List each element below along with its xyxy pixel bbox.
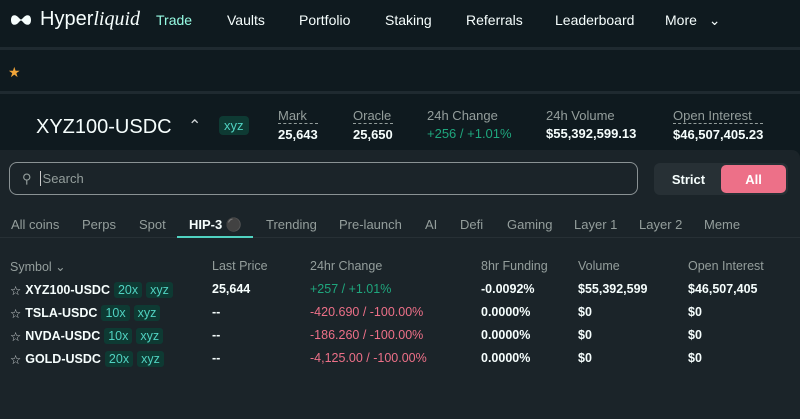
24hr-change: -186.260 / -100.00% <box>310 328 424 342</box>
divider <box>0 47 800 50</box>
tab-trending[interactable]: Trending <box>266 217 317 232</box>
match-toggle: Strict All <box>654 163 788 195</box>
strict-button[interactable]: Strict <box>671 171 706 187</box>
open-interest: $0 <box>688 328 702 342</box>
tab-pre-launch[interactable]: Pre-launch <box>339 217 402 232</box>
symbol-name: XYZ100-USDC <box>25 283 110 297</box>
leverage-badge: 10x <box>101 305 130 321</box>
24hr-change: -420.690 / -100.00% <box>310 305 424 319</box>
divider <box>0 91 800 94</box>
star-icon[interactable]: ☆ <box>10 306 22 321</box>
tab-perps[interactable]: Perps <box>82 217 116 232</box>
volume: $55,392,599 <box>578 282 648 296</box>
dex-badge: xyz <box>136 328 164 344</box>
all-button[interactable]: All <box>721 165 786 193</box>
leverage-badge: 10x <box>104 328 133 344</box>
funding: 0.0000% <box>481 305 531 319</box>
header-last-price[interactable]: Last Price <box>212 259 268 273</box>
symbol-name: GOLD-USDC <box>25 352 101 366</box>
header-open-interest[interactable]: Open Interest <box>688 259 764 273</box>
logo[interactable]: Hyperliquid <box>9 8 140 31</box>
dex-badge: xyz <box>133 305 161 321</box>
symbol-cell: ☆ NVDA-USDC 10x xyz <box>10 328 164 344</box>
volume: $0 <box>578 351 592 365</box>
symbol-name: TSLA-USDC <box>25 306 98 320</box>
tab-layer-2[interactable]: Layer 2 <box>639 217 683 232</box>
open-interest: $0 <box>688 351 702 365</box>
symbol-name: NVDA-USDC <box>25 329 101 343</box>
symbol-cell: ☆ GOLD-USDC 20x xyz <box>10 351 164 367</box>
funding: 0.0000% <box>481 328 531 342</box>
search-box[interactable]: ⚲ <box>9 162 638 195</box>
volume: $0 <box>578 305 592 319</box>
market-selector-panel: ⚲ Strict All All coins Perps Spot HIP-3 … <box>0 150 800 419</box>
header-8hr-funding[interactable]: 8hr Funding <box>481 259 548 273</box>
top-nav: Hyperliquid Trade Vaults Portfolio Staki… <box>0 0 800 46</box>
nav-referrals[interactable]: Referrals <box>466 12 523 28</box>
last-price: -- <box>212 305 221 319</box>
tab-spot[interactable]: Spot <box>139 217 166 232</box>
leverage-badge: 20x <box>104 351 134 367</box>
tab-gaming[interactable]: Gaming <box>507 217 553 232</box>
star-icon[interactable]: ☆ <box>10 283 22 298</box>
tab-all-coins[interactable]: All coins <box>11 217 60 232</box>
stat-oracle: Oracle 25,650 <box>353 108 393 142</box>
nav-trade[interactable]: Trade <box>156 12 193 28</box>
last-price: -- <box>212 351 221 365</box>
chevron-down-icon: ⌄ <box>55 260 66 274</box>
last-price: 25,644 <box>212 282 251 296</box>
leverage-badge: 20x <box>113 282 143 298</box>
hyperliquid-logo-icon: ⚫ <box>225 217 243 232</box>
dex-badge: xyz <box>146 282 173 298</box>
stat-open-interest: Open Interest $46,507,405.23 <box>673 108 764 142</box>
nav-portfolio[interactable]: Portfolio <box>299 12 351 28</box>
24hr-change: -4,125.00 / -100.00% <box>310 351 427 365</box>
24hr-change: +257 / +1.01% <box>310 282 392 296</box>
favorites-star-icon[interactable]: ★ <box>8 64 21 80</box>
tab-hip-3[interactable]: HIP-3 ⚫ <box>189 217 243 232</box>
brand-name: Hyperliquid <box>40 8 141 30</box>
symbol-cell: ☆ XYZ100-USDC 20x xyz <box>10 282 173 298</box>
dex-badge: xyz <box>219 116 249 135</box>
stat-mark: Mark 25,643 <box>278 108 318 142</box>
funding: -0.0092% <box>481 282 535 296</box>
table-row[interactable]: ☆ XYZ100-USDC 20x xyz 25,644 +257 / +1.01% … <box>0 279 800 301</box>
tab-ai[interactable]: AI <box>425 217 438 232</box>
nav-staking[interactable]: Staking <box>385 12 432 28</box>
nav-vaults[interactable]: Vaults <box>227 12 265 28</box>
active-tab-indicator <box>177 236 253 238</box>
table-row[interactable]: ☆ TSLA-USDC 10x xyz -- -420.690 / -100.00% … <box>0 302 800 324</box>
dex-badge: xyz <box>137 351 164 367</box>
nav-leaderboard[interactable]: Leaderboard <box>555 12 635 28</box>
tab-layer-1[interactable]: Layer 1 <box>574 217 618 232</box>
table-row[interactable]: ☆ GOLD-USDC 20x xyz -- -4,125.00 / -100.00%… <box>0 348 800 370</box>
volume: $0 <box>578 328 592 342</box>
stat-24h-volume: 24h Volume $55,392,599.13 <box>546 108 637 141</box>
funding: 0.0000% <box>481 351 531 365</box>
nav-more[interactable]: More ⌄ <box>665 12 721 28</box>
open-interest: $0 <box>688 305 702 319</box>
market-name[interactable]: XYZ100-USDC <box>36 116 172 138</box>
category-tabs: All coins Perps Spot HIP-3 ⚫ Trending Pr… <box>0 212 800 238</box>
symbol-cell: ☆ TSLA-USDC 10x xyz <box>10 305 161 321</box>
header-symbol[interactable]: Symbol ⌄ <box>10 260 66 274</box>
last-price: -- <box>212 328 221 342</box>
search-icon: ⚲ <box>22 170 32 186</box>
hyperliquid-logo-icon <box>11 14 31 25</box>
search-input[interactable] <box>39 171 600 186</box>
chevron-down-icon: ⌄ <box>708 12 721 28</box>
header-volume[interactable]: Volume <box>578 259 620 273</box>
stat-24h-change: 24h Change +256 / +1.01% <box>427 108 512 141</box>
chevron-up-icon[interactable]: ⌃ <box>188 118 202 135</box>
star-icon[interactable]: ☆ <box>10 352 22 367</box>
tab-meme[interactable]: Meme <box>704 217 741 232</box>
tab-defi[interactable]: Defi <box>460 217 484 232</box>
table-row[interactable]: ☆ NVDA-USDC 10x xyz -- -186.260 / -100.00% … <box>0 325 800 347</box>
open-interest: $46,507,405 <box>688 282 758 296</box>
header-24hr-change[interactable]: 24hr Change <box>310 259 383 273</box>
star-icon[interactable]: ☆ <box>10 329 22 344</box>
